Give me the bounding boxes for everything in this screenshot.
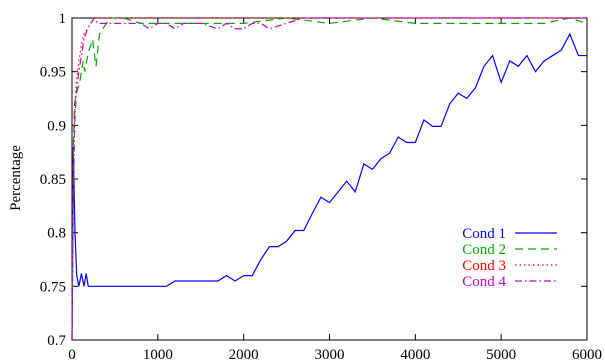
y-tick-label: 0.75 <box>40 279 66 295</box>
x-tick-label: 0 <box>68 347 76 363</box>
tick-labels: 0 1000 2000 3000 4000 5000 6000 0.7 0.75 0.8 0.85 0… <box>40 11 602 363</box>
y-axis-title: Percentage <box>8 145 24 211</box>
series-line-3 <box>71 17 587 341</box>
series-line-1 <box>71 32 587 341</box>
x-tick-label: 6000 <box>572 347 602 363</box>
y-tick-label: 1 <box>59 11 67 27</box>
series-line-2 <box>71 17 588 341</box>
y-tick-label: 0.8 <box>47 226 66 242</box>
x-tick-label: 5000 <box>486 347 516 363</box>
x-tick-label: 4000 <box>400 347 430 363</box>
y-tick-label: 0.9 <box>47 118 66 134</box>
series-lines <box>71 16 588 341</box>
x-tick-label: 3000 <box>315 347 345 363</box>
x-tick-label: 1000 <box>143 347 173 363</box>
x-tick-label: 2000 <box>229 347 259 363</box>
y-tick-label: 0.7 <box>47 333 66 349</box>
series-line-4 <box>71 16 587 341</box>
legend-label-2: Cond 2 <box>462 242 506 258</box>
plot-frame <box>71 17 588 341</box>
legend-label-4: Cond 4 <box>462 274 506 290</box>
y-tick-label: 0.95 <box>40 65 66 81</box>
legend-label-1: Cond 1 <box>462 226 506 242</box>
y-tick-label: 0.85 <box>40 172 66 188</box>
axis-ticks <box>71 17 588 341</box>
legend-label-3: Cond 3 <box>462 258 506 274</box>
